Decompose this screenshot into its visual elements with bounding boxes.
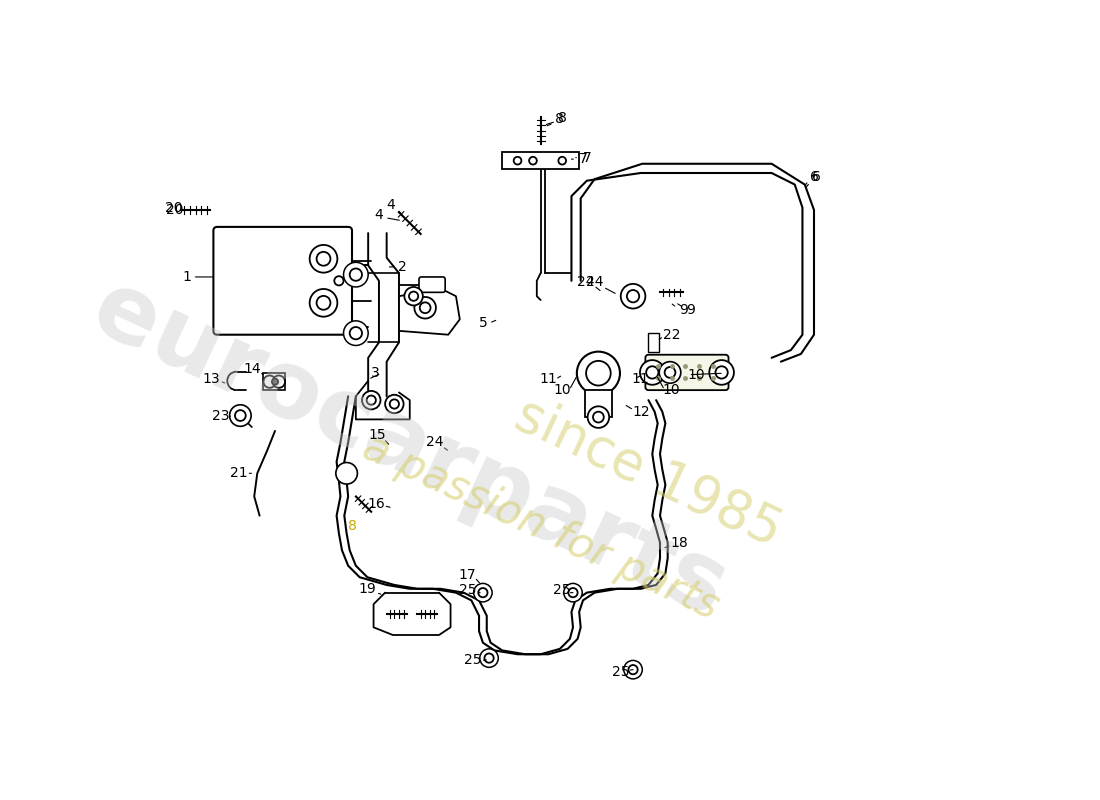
Text: since 1985: since 1985 bbox=[507, 389, 790, 558]
Circle shape bbox=[659, 362, 681, 383]
Text: 8: 8 bbox=[556, 112, 564, 126]
Text: 20: 20 bbox=[165, 201, 183, 214]
FancyBboxPatch shape bbox=[213, 227, 352, 334]
Text: 17: 17 bbox=[459, 568, 476, 582]
Text: 19: 19 bbox=[359, 582, 376, 596]
Circle shape bbox=[334, 276, 343, 286]
Text: 7: 7 bbox=[583, 150, 591, 165]
Text: 21: 21 bbox=[230, 466, 248, 480]
Text: 25: 25 bbox=[552, 583, 570, 598]
Bar bbox=[502, 152, 580, 169]
Circle shape bbox=[529, 157, 537, 165]
Text: 20: 20 bbox=[166, 203, 184, 217]
Text: 24: 24 bbox=[576, 275, 594, 290]
Circle shape bbox=[343, 262, 368, 287]
Text: 23: 23 bbox=[212, 409, 230, 422]
Text: a passion for parts: a passion for parts bbox=[356, 426, 725, 628]
Text: 8: 8 bbox=[558, 110, 566, 125]
Text: 8: 8 bbox=[348, 518, 356, 533]
Circle shape bbox=[624, 661, 642, 679]
Text: 5: 5 bbox=[478, 316, 487, 330]
Circle shape bbox=[576, 352, 620, 394]
Text: 11: 11 bbox=[631, 372, 650, 386]
Circle shape bbox=[405, 287, 422, 306]
Circle shape bbox=[230, 405, 251, 426]
Circle shape bbox=[310, 289, 338, 317]
Text: 25: 25 bbox=[459, 583, 476, 598]
Text: 25: 25 bbox=[612, 665, 629, 679]
FancyBboxPatch shape bbox=[646, 354, 728, 390]
Text: 11: 11 bbox=[539, 372, 558, 386]
Circle shape bbox=[640, 360, 664, 385]
Text: 12: 12 bbox=[631, 405, 650, 418]
Circle shape bbox=[310, 245, 338, 273]
Text: 24: 24 bbox=[586, 275, 603, 290]
Text: 22: 22 bbox=[663, 328, 680, 342]
Circle shape bbox=[563, 583, 582, 602]
Text: 14: 14 bbox=[243, 362, 261, 376]
Circle shape bbox=[385, 394, 404, 414]
Circle shape bbox=[514, 157, 521, 165]
Bar bbox=[264, 373, 285, 390]
Text: 2: 2 bbox=[398, 260, 406, 274]
Bar bbox=[649, 333, 659, 352]
Circle shape bbox=[343, 321, 368, 346]
Text: 4: 4 bbox=[386, 198, 395, 212]
Circle shape bbox=[559, 157, 566, 165]
Text: 1: 1 bbox=[182, 270, 191, 284]
Text: 4: 4 bbox=[375, 208, 383, 222]
Circle shape bbox=[336, 462, 358, 484]
Text: 25: 25 bbox=[464, 653, 482, 666]
Text: 18: 18 bbox=[670, 536, 689, 550]
Text: 9: 9 bbox=[679, 303, 688, 317]
Circle shape bbox=[272, 378, 278, 385]
Text: 6: 6 bbox=[812, 170, 821, 184]
Text: 10: 10 bbox=[688, 368, 705, 382]
Circle shape bbox=[710, 360, 734, 385]
Circle shape bbox=[264, 375, 276, 388]
Circle shape bbox=[415, 297, 436, 318]
Text: 3: 3 bbox=[371, 366, 380, 380]
Text: 16: 16 bbox=[367, 497, 385, 511]
Text: 13: 13 bbox=[202, 372, 220, 386]
Text: 15: 15 bbox=[368, 428, 386, 442]
Text: 9: 9 bbox=[686, 303, 695, 317]
Circle shape bbox=[474, 583, 492, 602]
Text: eurocarparts: eurocarparts bbox=[78, 263, 741, 638]
FancyBboxPatch shape bbox=[419, 277, 446, 292]
Text: 24: 24 bbox=[426, 435, 443, 450]
Circle shape bbox=[273, 375, 285, 388]
Text: 6: 6 bbox=[810, 170, 818, 184]
Circle shape bbox=[620, 284, 646, 309]
Text: 7: 7 bbox=[579, 152, 587, 166]
Circle shape bbox=[362, 391, 381, 410]
Text: 10: 10 bbox=[553, 383, 571, 397]
Circle shape bbox=[587, 406, 609, 428]
Text: 10: 10 bbox=[662, 383, 681, 397]
Circle shape bbox=[480, 649, 498, 667]
Bar bbox=[584, 390, 613, 417]
